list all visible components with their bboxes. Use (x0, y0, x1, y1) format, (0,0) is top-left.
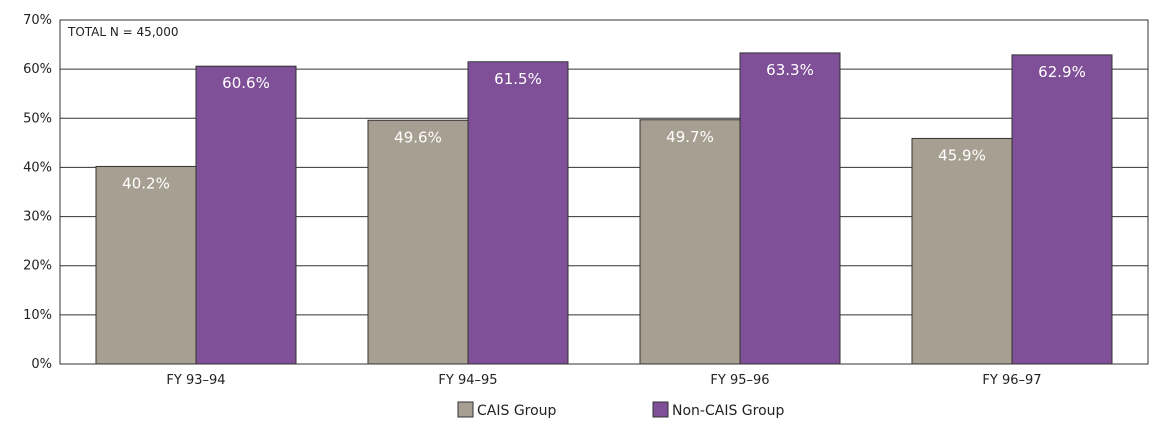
legend: CAIS Group Non-CAIS Group (458, 402, 785, 419)
bar-value-label: 45.9% (938, 146, 986, 164)
bar-cais (912, 138, 1012, 364)
bar-value-label: 62.9% (1038, 63, 1086, 81)
bar-value-label: 61.5% (494, 70, 542, 88)
bar-non-cais (196, 66, 296, 364)
bar-non-cais (468, 62, 568, 364)
bar-value-label: 60.6% (222, 74, 270, 92)
legend-label: CAIS Group (477, 403, 557, 419)
x-tick-label: FY 94–95 (438, 373, 497, 388)
bar-cais (368, 120, 468, 364)
bar-value-label: 40.2% (122, 174, 170, 192)
legend-label: Non-CAIS Group (672, 403, 785, 419)
y-tick-label: 70% (23, 13, 52, 28)
y-tick-label: 50% (23, 111, 52, 126)
bar-non-cais (740, 53, 840, 364)
y-tick-label: 10% (23, 308, 52, 323)
y-tick-label: 60% (23, 62, 52, 77)
y-tick-label: 0% (31, 357, 52, 372)
y-tick-label: 20% (23, 259, 52, 274)
y-axis-ticks: 0% 10% 20% 30% 40% 50% 60% 70% (23, 13, 52, 372)
x-tick-label: FY 96–97 (982, 373, 1041, 388)
x-tick-label: FY 93–94 (166, 373, 225, 388)
bar-cais (640, 120, 740, 364)
bar-value-label: 49.6% (394, 128, 442, 146)
bars: 40.2% 60.6% 49.6% 61.5% 49.7% 63.3% 45.9% 62.9% (96, 53, 1112, 364)
legend-swatch (653, 402, 668, 417)
x-tick-label: FY 95–96 (710, 373, 769, 388)
bar-value-label: 49.7% (666, 128, 714, 146)
total-n-annotation: TOTAL N = 45,000 (67, 25, 179, 39)
legend-swatch (458, 402, 473, 417)
y-tick-label: 30% (23, 210, 52, 225)
y-tick-label: 40% (23, 160, 52, 175)
bar-cais (96, 166, 196, 364)
x-axis-ticks: FY 93–94 FY 94–95 FY 95–96 FY 96–97 (166, 373, 1041, 388)
bar-value-label: 63.3% (766, 61, 814, 79)
bar-non-cais (1012, 55, 1112, 364)
